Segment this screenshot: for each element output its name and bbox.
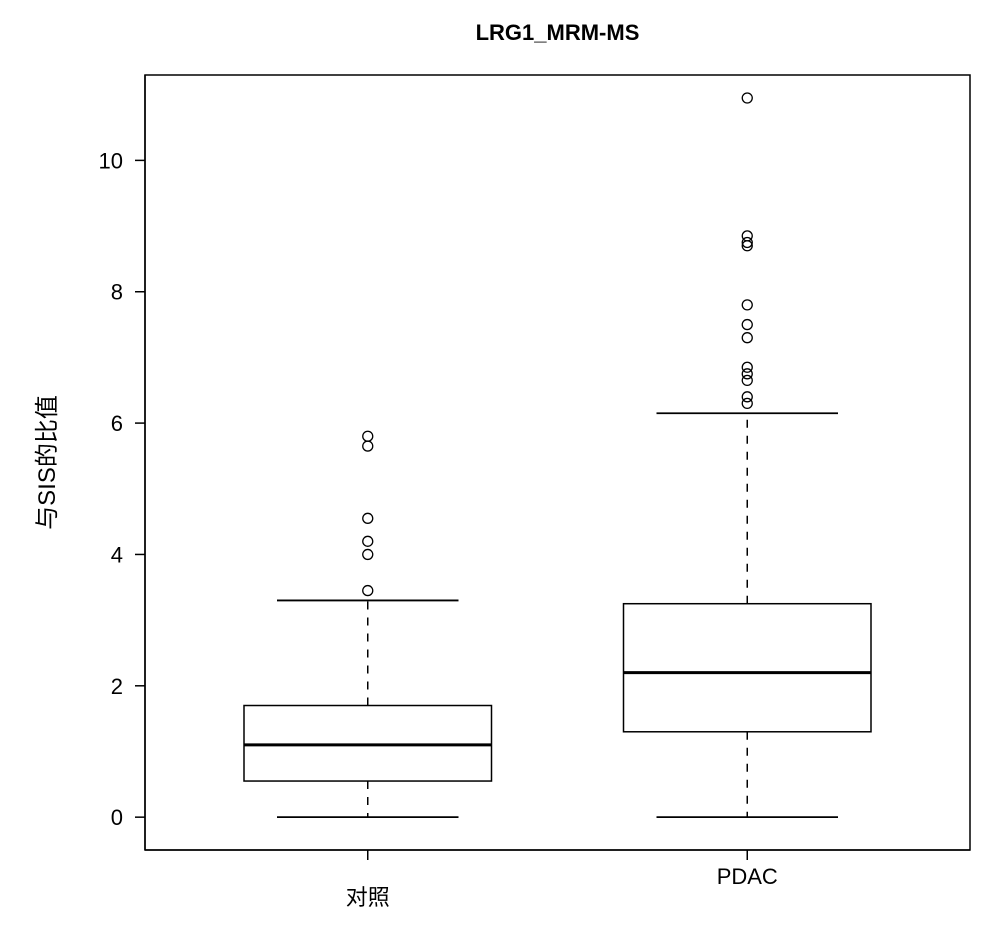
y-axis-label: 与SIS的比值 xyxy=(34,395,61,530)
y-tick-label: 10 xyxy=(99,148,123,173)
outlier-point xyxy=(363,549,373,559)
outlier-point xyxy=(742,300,752,310)
chart-container: LRG1_MRM-MS 0 2 4 6 8 10 与SIS的比值对照 PDAC xyxy=(0,0,1000,936)
outlier-point xyxy=(742,392,752,402)
outlier-point xyxy=(742,333,752,343)
box xyxy=(244,706,492,782)
chart-title: LRG1_MRM-MS xyxy=(476,20,640,45)
box xyxy=(624,604,872,732)
outlier-point xyxy=(363,586,373,596)
boxplot-chart: LRG1_MRM-MS 0 2 4 6 8 10 与SIS的比值对照 PDAC xyxy=(0,0,1000,936)
outlier-point xyxy=(742,93,752,103)
outlier-point xyxy=(363,441,373,451)
outlier-point xyxy=(363,431,373,441)
outlier-point xyxy=(742,231,752,241)
outlier-point xyxy=(742,362,752,372)
outlier-point xyxy=(363,513,373,523)
y-tick-label: 6 xyxy=(111,411,123,436)
category-label-control: 对照 xyxy=(346,885,390,910)
y-tick-label: 8 xyxy=(111,280,123,305)
y-tick-label: 0 xyxy=(111,805,123,830)
y-tick-label: 2 xyxy=(111,674,123,699)
category-label-pdac: PDAC xyxy=(717,864,778,889)
y-tick-label: 4 xyxy=(111,542,123,567)
outlier-point xyxy=(363,536,373,546)
outlier-point xyxy=(742,320,752,330)
